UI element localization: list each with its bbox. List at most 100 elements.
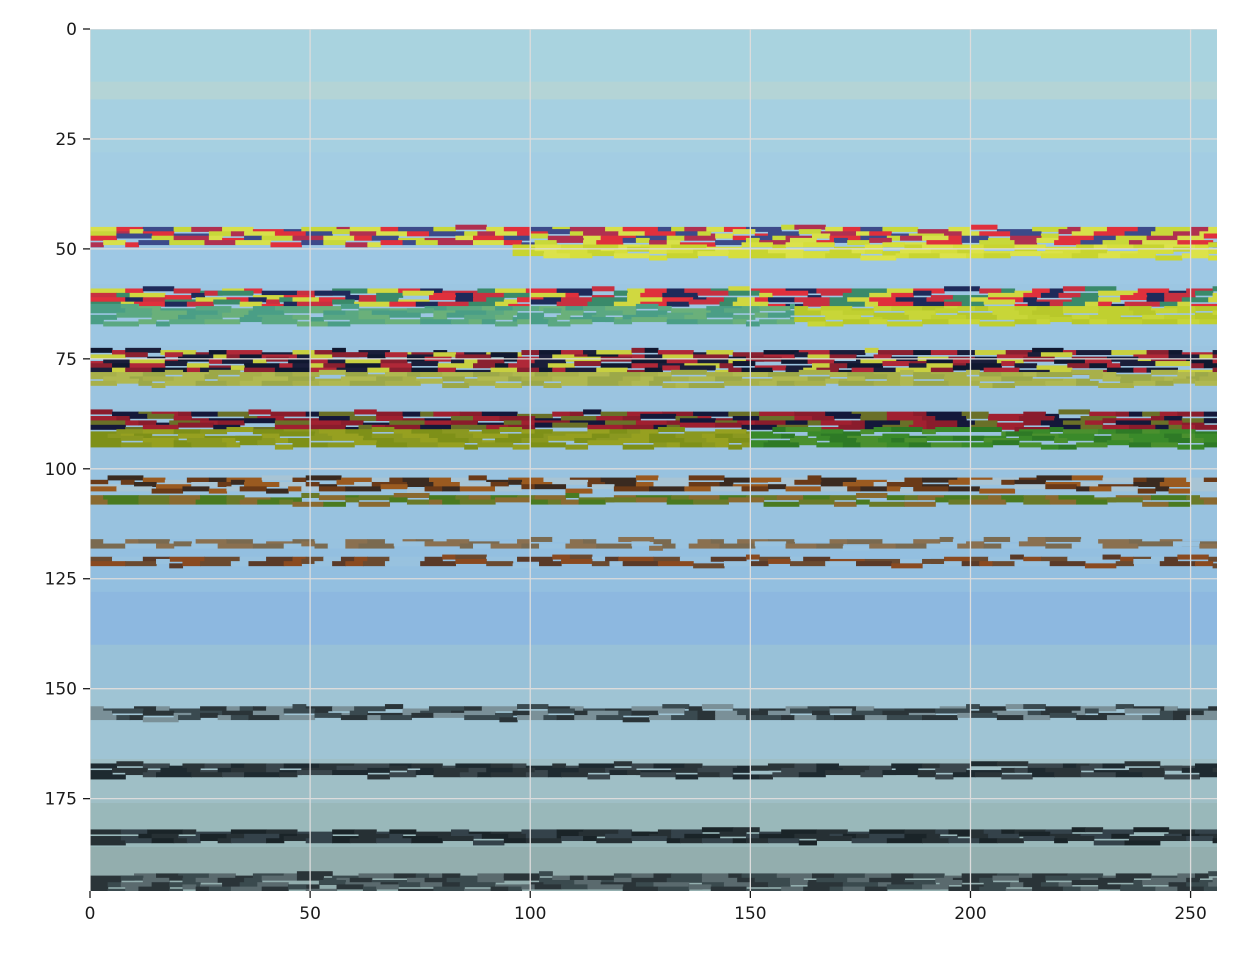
- heatmap-cell: [803, 242, 835, 248]
- heatmap-cell: [622, 416, 641, 422]
- heatmap-cell: [1181, 767, 1214, 773]
- heatmap-cell: [1168, 438, 1192, 444]
- heatmap-cell: [477, 358, 505, 364]
- heatmap-cell: [948, 486, 980, 492]
- heatmap-cell: [332, 347, 346, 353]
- heatmap-cell: [1036, 237, 1055, 243]
- heatmap-cell: [820, 429, 844, 435]
- heatmap-cell: [495, 314, 514, 320]
- heatmap-cell: [732, 229, 756, 235]
- heatmap-cell: [715, 710, 738, 716]
- heatmap-cell: [851, 288, 888, 294]
- heatmap-cell: [1146, 235, 1178, 241]
- heatmap-cell: [358, 350, 390, 356]
- heatmap-cell: [847, 435, 884, 441]
- heatmap-cell: [1023, 372, 1038, 378]
- heatmap-cell: [279, 715, 316, 721]
- heatmap-cell: [979, 383, 994, 389]
- heatmap-cell: [459, 486, 496, 492]
- heatmap-cell: [697, 772, 721, 778]
- heatmap-cell: [389, 765, 408, 771]
- heatmap-cell: [151, 310, 188, 316]
- heatmap-cell: [134, 301, 166, 307]
- heatmap-cell: [450, 424, 487, 430]
- heatmap-cell: [450, 477, 470, 483]
- heatmap-cell: [1032, 772, 1055, 778]
- heatmap-cell: [178, 715, 201, 721]
- heatmap-cell: [816, 442, 844, 448]
- heatmap-cell: [283, 561, 302, 567]
- heatmap-cell: [1045, 767, 1082, 773]
- heatmap-cell: [1115, 374, 1152, 380]
- heatmap-cell: [90, 438, 122, 444]
- heatmap-cell: [1023, 556, 1042, 562]
- heatmap-cell: [715, 429, 747, 435]
- y-tick-label-150: 150: [45, 680, 77, 700]
- heatmap-cell: [605, 306, 637, 312]
- heatmap-cell: [662, 383, 677, 389]
- heatmap-cell: [644, 288, 668, 294]
- heatmap-cell: [486, 297, 505, 303]
- heatmap-cell: [856, 499, 870, 505]
- heatmap-cell: [1018, 442, 1042, 448]
- heatmap-cell: [873, 481, 888, 487]
- heatmap-cell: [525, 288, 558, 294]
- heatmap-cell: [226, 486, 241, 492]
- heatmap-cell: [851, 411, 888, 417]
- heatmap-cell: [966, 369, 980, 375]
- heatmap-cell: [785, 242, 804, 248]
- heatmap-cell: [125, 297, 144, 303]
- heatmap-cell: [310, 358, 329, 364]
- heatmap-cell: [1142, 411, 1161, 417]
- heatmap-cell: [833, 501, 857, 507]
- heatmap-cell: [666, 253, 699, 259]
- heatmap-cell: [473, 840, 505, 846]
- heatmap-cell: [270, 242, 302, 248]
- heatmap-cell: [142, 877, 170, 883]
- heatmap-cell: [556, 314, 571, 320]
- heatmap-cell: [1040, 444, 1060, 450]
- heatmap-cell: [583, 231, 619, 237]
- heatmap-cell: [1186, 877, 1200, 883]
- heatmap-cell: [186, 838, 201, 844]
- heatmap-cell: [490, 886, 509, 891]
- heatmap-cell: [261, 875, 298, 881]
- heatmap-cell: [662, 292, 699, 298]
- heatmap-cell: [913, 539, 941, 545]
- heatmap-cell: [116, 761, 144, 767]
- heatmap-cell: [759, 411, 795, 417]
- heatmap-cell: [684, 235, 716, 241]
- heatmap-cell: [1155, 308, 1178, 314]
- heatmap-cell: [1155, 424, 1170, 430]
- heatmap-cell: [745, 554, 760, 560]
- heatmap-cell: [332, 229, 351, 235]
- heatmap-cell: [349, 838, 377, 844]
- heatmap-cell: [930, 372, 967, 378]
- heatmap-cell: [349, 295, 377, 301]
- heatmap-cell: [186, 301, 214, 307]
- heatmap-cell: [1032, 288, 1051, 294]
- heatmap-cell: [820, 420, 853, 426]
- heatmap-cell: [499, 717, 518, 723]
- heatmap-cell: [627, 429, 641, 435]
- heatmap-cell: [252, 429, 285, 435]
- heatmap-cell: [974, 306, 989, 312]
- heatmap-cell: [389, 420, 426, 426]
- heatmap-cell: [120, 875, 144, 881]
- heatmap-cell: [922, 416, 936, 422]
- heatmap-cell: [525, 838, 562, 844]
- heatmap-cell: [666, 319, 699, 325]
- heatmap-cell: [1168, 488, 1192, 494]
- heatmap-cell: [723, 561, 751, 567]
- heatmap-cell: [772, 235, 787, 241]
- heatmap-cell: [939, 763, 972, 769]
- heatmap-cell: [349, 877, 373, 883]
- heatmap-cell: [226, 427, 254, 433]
- heatmap-cell: [530, 233, 549, 239]
- heatmap-cell: [596, 350, 633, 356]
- heatmap-cell: [869, 829, 906, 835]
- heatmap-cell: [420, 378, 443, 384]
- heatmap-cell: [596, 310, 624, 316]
- heatmap-cell: [468, 495, 492, 501]
- stripe-band-13: [90, 554, 1217, 569]
